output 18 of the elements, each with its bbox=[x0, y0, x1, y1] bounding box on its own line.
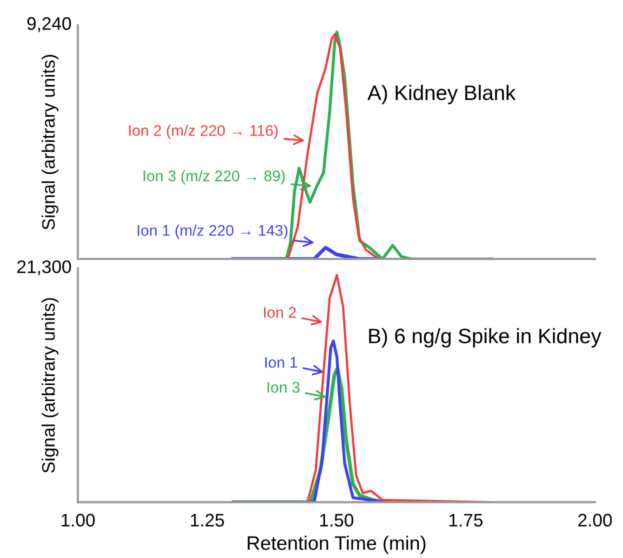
text: B) 6 ng/g Spike in Kidney bbox=[369, 328, 602, 348]
text: 9,240 bbox=[27, 17, 71, 32]
text: A) Kidney Blank bbox=[367, 84, 516, 104]
legend-label: Ion 1 bbox=[265, 357, 298, 368]
x-tick-label: 1.25 bbox=[190, 514, 224, 527]
text: 21,300 bbox=[17, 260, 71, 276]
x-tick-label: 1.00 bbox=[62, 514, 95, 527]
legend-label: Ion 1 (m/z 220 → 143) bbox=[138, 224, 288, 239]
x-tick-label: 1.50 bbox=[320, 514, 354, 527]
y-axis-title: Signal (arbitrary units) bbox=[42, 54, 58, 230]
x-axis-title: Retention Time (min) bbox=[248, 536, 426, 554]
legend-label: Ion 2 (m/z 220 → 116) bbox=[129, 124, 278, 139]
legend-label: Ion 3 (m/z 220 → 89) bbox=[144, 170, 285, 184]
legend-label: Ion 2 bbox=[264, 307, 296, 318]
y-axis-title: Signal (arbitrary units) bbox=[42, 298, 58, 473]
x-tick-label: 1.75 bbox=[450, 514, 483, 527]
legend-label: Ion 3 bbox=[268, 382, 300, 393]
x-tick-label: 2.00 bbox=[578, 514, 612, 527]
